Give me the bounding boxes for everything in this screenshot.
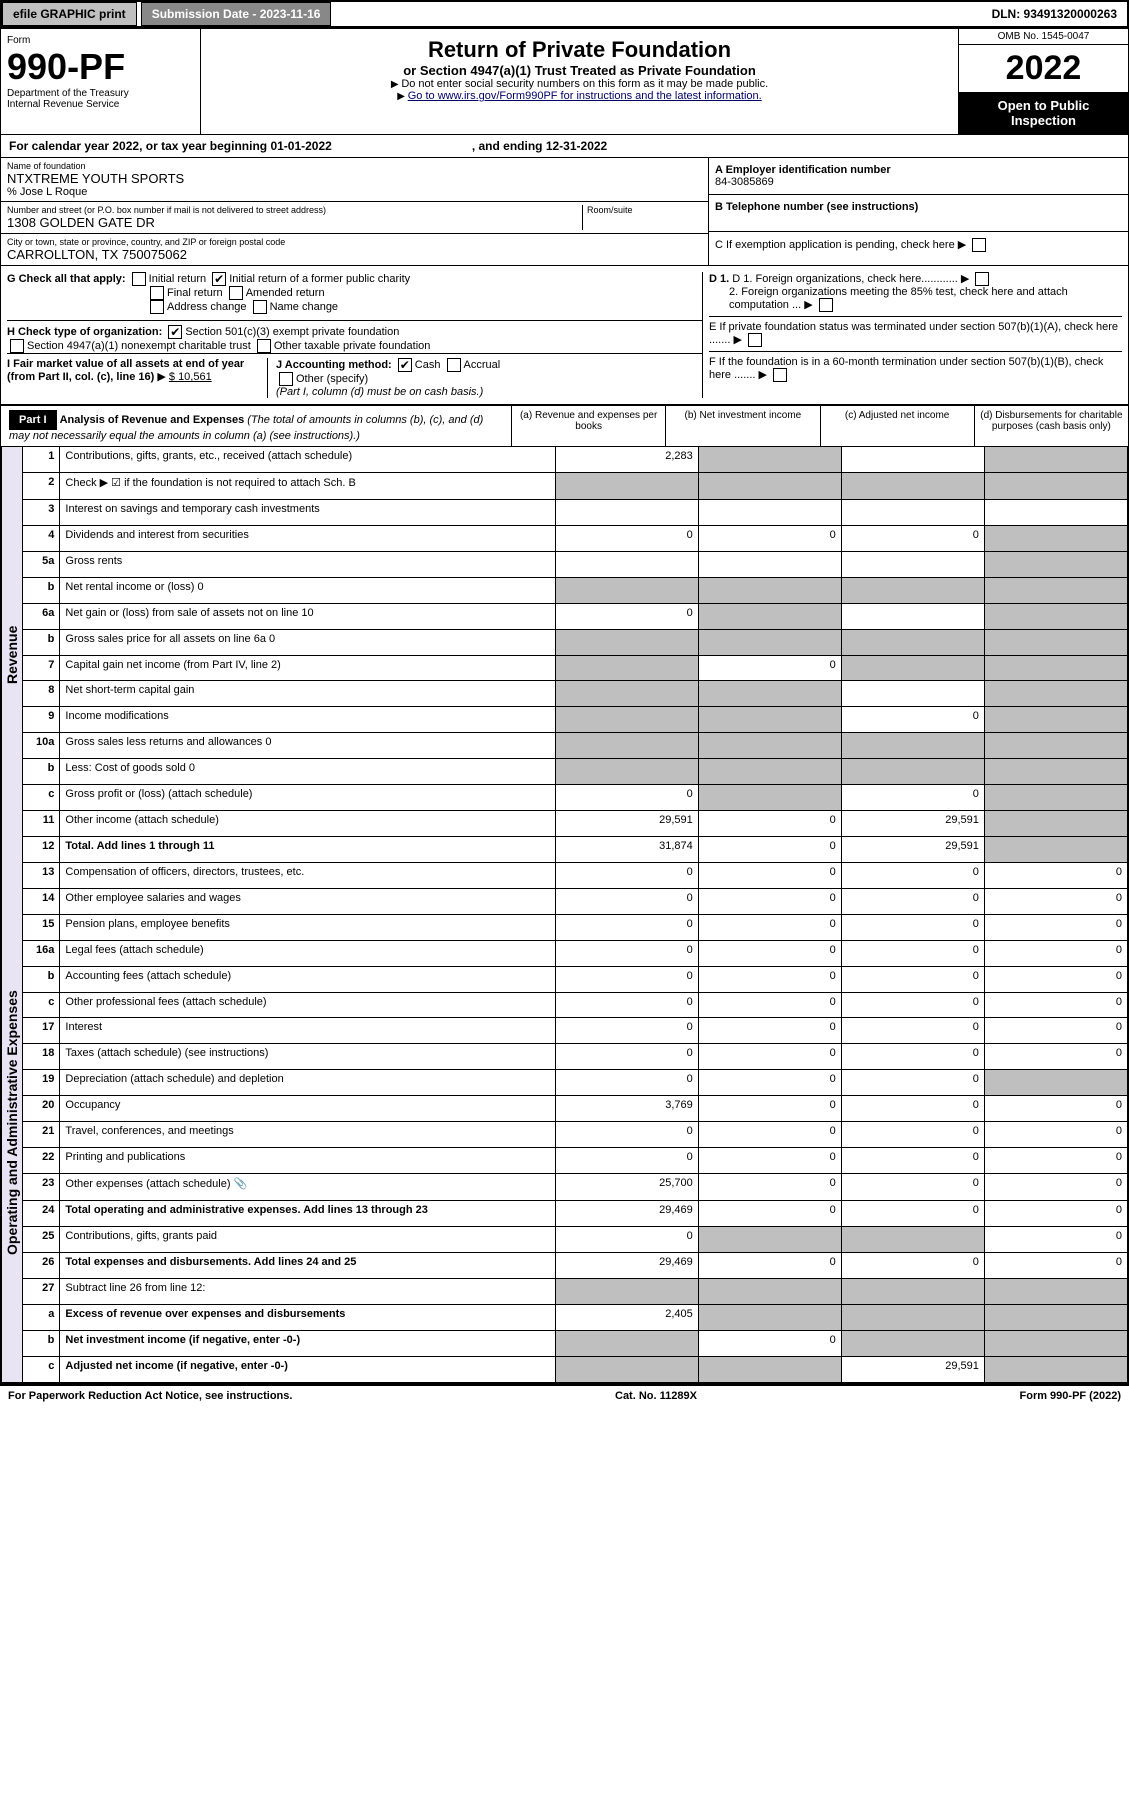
g1-checkbox[interactable] <box>132 272 146 286</box>
room-label: Room/suite <box>587 205 702 215</box>
h2-checkbox[interactable] <box>10 339 24 353</box>
calendar-year-row: For calendar year 2022, or tax year begi… <box>0 135 1129 158</box>
g6: Name change <box>270 301 339 313</box>
h3: Other taxable private foundation <box>274 340 431 352</box>
form-subtitle: or Section 4947(a)(1) Trust Treated as P… <box>209 63 950 78</box>
submission-date: Submission Date - 2023-11-16 <box>141 2 332 26</box>
h1: Section 501(c)(3) exempt private foundat… <box>185 326 399 338</box>
c-checkbox[interactable] <box>972 238 986 252</box>
g5: Address change <box>167 301 247 313</box>
col-c: (c) Adjusted net income <box>820 406 974 446</box>
addr-label: Number and street (or P.O. box number if… <box>7 205 582 215</box>
g5-checkbox[interactable] <box>150 300 164 314</box>
careof: % Jose L Roque <box>7 186 702 198</box>
g2: Initial return of a former public charit… <box>229 273 410 285</box>
form-title: Return of Private Foundation <box>209 37 950 63</box>
address: 1308 GOLDEN GATE DR <box>7 215 582 230</box>
j3-checkbox[interactable] <box>279 372 293 386</box>
city: CARROLLTON, TX 750075062 <box>7 247 702 262</box>
form-header: Form 990-PF Department of the Treasury I… <box>0 28 1129 135</box>
section-labels: RevenueOperating and Administrative Expe… <box>2 447 22 1383</box>
ein-label: A Employer identification number <box>715 164 891 176</box>
f-checkbox[interactable] <box>773 368 787 382</box>
phone-label: B Telephone number (see instructions) <box>715 201 918 213</box>
dept: Department of the Treasury <box>7 88 194 99</box>
j2: Accrual <box>464 359 501 371</box>
f-row: F If the foundation is in a 60-month ter… <box>709 351 1122 382</box>
g2-checkbox[interactable] <box>212 272 226 286</box>
note1: Do not enter social security numbers on … <box>209 78 950 90</box>
j3: Other (specify) <box>296 373 368 385</box>
part1: Part I Analysis of Revenue and Expenses … <box>0 405 1129 1384</box>
g6-checkbox[interactable] <box>253 300 267 314</box>
col-b: (b) Net investment income <box>665 406 819 446</box>
g3-checkbox[interactable] <box>150 286 164 300</box>
footer-cat: Cat. No. 11289X <box>615 1390 697 1402</box>
j1: Cash <box>415 359 441 371</box>
h-label: H Check type of organization: <box>7 326 162 338</box>
d2-checkbox[interactable] <box>819 298 833 312</box>
dln: DLN: 93491320000263 <box>982 3 1127 25</box>
g4-checkbox[interactable] <box>229 286 243 300</box>
part1-badge: Part I <box>9 410 57 430</box>
analysis-table: 1Contributions, gifts, grants, etc., rec… <box>22 447 1128 1383</box>
form-number: 990-PF <box>7 46 194 88</box>
efile-print-button[interactable]: efile GRAPHIC print <box>2 2 137 26</box>
foundation-name: NTXTREME YOUTH SPORTS <box>7 171 702 186</box>
part1-title: Analysis of Revenue and Expenses <box>60 414 245 426</box>
irs: Internal Revenue Service <box>7 99 194 110</box>
col-d: (d) Disbursements for charitable purpose… <box>974 406 1128 446</box>
footer-left: For Paperwork Reduction Act Notice, see … <box>8 1390 292 1402</box>
d1-checkbox[interactable] <box>975 272 989 286</box>
tax-year: 2022 <box>959 45 1128 92</box>
name-label: Name of foundation <box>7 161 702 171</box>
i-value: $ 10,561 <box>169 371 212 383</box>
topbar: efile GRAPHIC print Submission Date - 20… <box>0 0 1129 28</box>
g4: Amended return <box>246 287 325 299</box>
cal-end: , and ending 12-31-2022 <box>472 139 607 153</box>
checks-block: G Check all that apply: Initial return I… <box>0 266 1129 405</box>
cal-begin: For calendar year 2022, or tax year begi… <box>9 139 332 153</box>
open-public: Open to Public Inspection <box>959 92 1128 134</box>
info-block: Name of foundation NTXTREME YOUTH SPORTS… <box>0 158 1129 266</box>
h1-checkbox[interactable] <box>168 325 182 339</box>
j1-checkbox[interactable] <box>398 358 412 372</box>
j-note: (Part I, column (d) must be on cash basi… <box>276 386 483 398</box>
col-a: (a) Revenue and expenses per books <box>511 406 665 446</box>
instructions-link[interactable]: Go to www.irs.gov/Form990PF for instruct… <box>408 90 762 102</box>
c-label: C If exemption application is pending, c… <box>715 239 955 251</box>
omb: OMB No. 1545-0047 <box>959 29 1128 45</box>
j2-checkbox[interactable] <box>447 358 461 372</box>
d1: D 1. D 1. Foreign organizations, check h… <box>709 272 1122 286</box>
h2: Section 4947(a)(1) nonexempt charitable … <box>27 340 251 352</box>
h3-checkbox[interactable] <box>257 339 271 353</box>
g1: Initial return <box>149 273 206 285</box>
g3: Final return <box>167 287 223 299</box>
form-label: Form <box>7 35 194 46</box>
footer: For Paperwork Reduction Act Notice, see … <box>0 1384 1129 1406</box>
j-label: J Accounting method: <box>276 359 392 371</box>
d2: 2. Foreign organizations meeting the 85%… <box>709 286 1122 312</box>
footer-right: Form 990-PF (2022) <box>1020 1390 1121 1402</box>
city-label: City or town, state or province, country… <box>7 237 702 247</box>
e-row: E If private foundation status was termi… <box>709 316 1122 347</box>
g-label: G Check all that apply: <box>7 273 126 285</box>
ein: 84-3085869 <box>715 176 774 188</box>
e-checkbox[interactable] <box>748 333 762 347</box>
